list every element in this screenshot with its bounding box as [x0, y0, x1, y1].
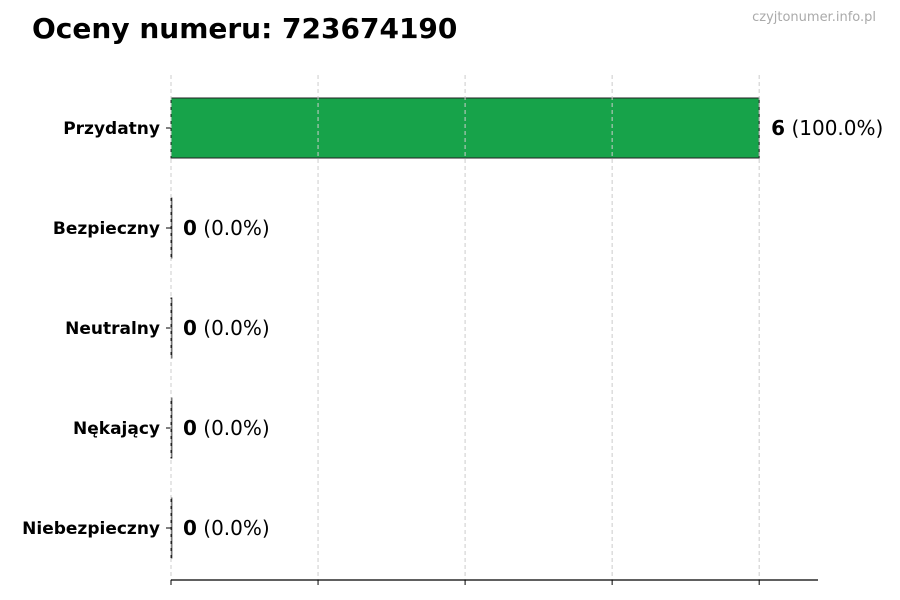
percent-label: (0.0%): [197, 316, 270, 340]
bar-1: [170, 197, 173, 259]
bar-4: [170, 497, 173, 559]
data-label: 0 (0.0%): [183, 516, 270, 540]
chart-title: Oceny numeru: 723674190: [32, 12, 458, 45]
data-label: 0 (0.0%): [183, 316, 270, 340]
category-label: Przydatny: [63, 119, 160, 139]
value-label: 0: [183, 316, 197, 340]
category-label: Neutralny: [65, 319, 160, 339]
data-label: 6 (100.0%): [771, 116, 883, 140]
watermark: czyjtonumer.info.pl: [752, 10, 876, 25]
data-label: 0 (0.0%): [183, 216, 270, 240]
percent-label: (0.0%): [197, 216, 270, 240]
percent-label: (0.0%): [197, 516, 270, 540]
category-label: Nękający: [73, 419, 160, 439]
category-label: Niebezpieczny: [22, 519, 160, 539]
value-label: 0: [183, 516, 197, 540]
value-label: 0: [183, 216, 197, 240]
value-label: 6: [771, 116, 785, 140]
value-label: 0: [183, 416, 197, 440]
percent-label: (0.0%): [197, 416, 270, 440]
data-label: 0 (0.0%): [183, 416, 270, 440]
category-label: Bezpieczny: [53, 219, 160, 239]
percent-label: (100.0%): [785, 116, 883, 140]
